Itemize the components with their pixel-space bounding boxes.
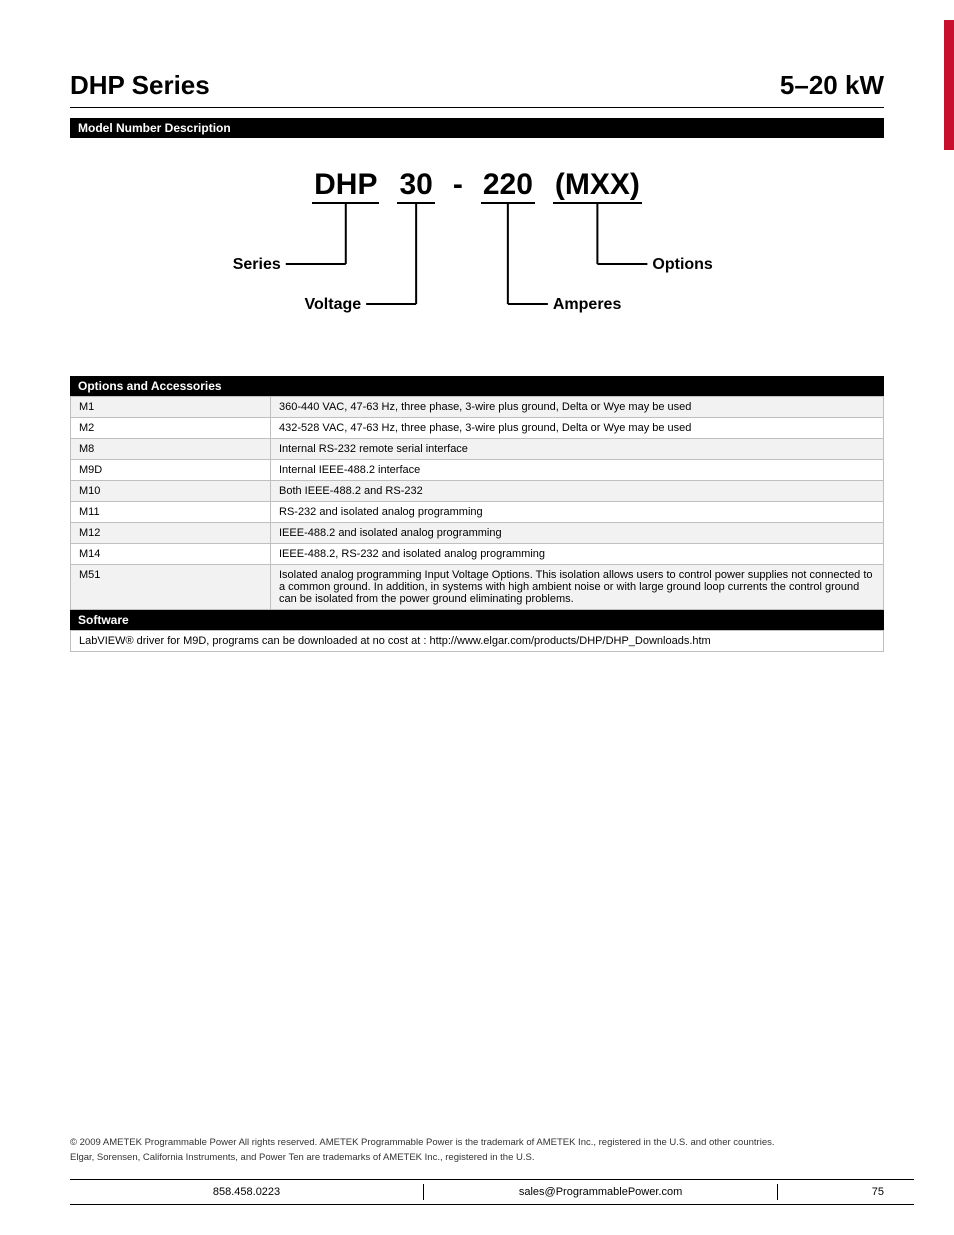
software-table: LabVIEW® driver for M9D, programs can be… [70,630,884,652]
table-row: M14IEEE-488.2, RS-232 and isolated analo… [71,544,884,565]
model-part-dash: - [453,168,463,202]
option-desc: 432-528 VAC, 47-63 Hz, three phase, 3-wi… [271,418,884,439]
option-desc: RS-232 and isolated analog programming [271,502,884,523]
option-desc: Internal RS-232 remote serial interface [271,439,884,460]
footer-phone: 858.458.0223 [70,1184,424,1200]
table-row: M8Internal RS-232 remote serial interfac… [71,439,884,460]
option-code: M9D [71,460,271,481]
diagram-connectors: Series Voltage Amperes Options [70,204,890,324]
table-row: M1360-440 VAC, 47-63 Hz, three phase, 3-… [71,397,884,418]
option-desc: IEEE-488.2 and isolated analog programmi… [271,523,884,544]
svg-text:Amperes: Amperes [553,296,622,313]
option-code: M14 [71,544,271,565]
svg-text:Options: Options [652,256,713,273]
option-desc: Both IEEE-488.2 and RS-232 [271,481,884,502]
option-code: M2 [71,418,271,439]
model-number-diagram: DHP 30 - 220 (MXX) Series Voltage Amperes O… [70,138,884,364]
option-desc: 360-440 VAC, 47-63 Hz, three phase, 3-wi… [271,397,884,418]
table-row: M51Isolated analog programming Input Vol… [71,565,884,610]
option-code: M8 [71,439,271,460]
kw-range: 5–20 kW [780,70,884,101]
series-title: DHP Series [70,70,210,101]
option-code: M11 [71,502,271,523]
option-code: M51 [71,565,271,610]
table-row: M10Both IEEE-488.2 and RS-232 [71,481,884,502]
model-part-amperes: 220 [481,168,535,204]
svg-text:Series: Series [233,256,281,273]
option-desc: IEEE-488.2, RS-232 and isolated analog p… [271,544,884,565]
model-part-options: (MXX) [553,168,642,204]
table-row: M2432-528 VAC, 47-63 Hz, three phase, 3-… [71,418,884,439]
page-header: DHP Series 5–20 kW [70,70,884,108]
option-code: M10 [71,481,271,502]
software-section-header: Software [70,610,884,630]
legal-line-2: Elgar, Sorensen, California Instruments,… [70,1150,884,1165]
software-text: LabVIEW® driver for M9D, programs can be… [71,631,884,652]
table-row: M11RS-232 and isolated analog programmin… [71,502,884,523]
model-section-header: Model Number Description [70,118,884,138]
svg-text:Voltage: Voltage [305,296,362,313]
page-accent-tab [944,20,954,150]
option-desc: Internal IEEE-488.2 interface [271,460,884,481]
footer-page-number: 75 [778,1184,914,1200]
options-section-header: Options and Accessories [70,376,884,396]
model-part-voltage: 30 [397,168,434,204]
footer-email: sales@ProgrammablePower.com [424,1184,778,1200]
option-code: M1 [71,397,271,418]
legal-line-1: © 2009 AMETEK Programmable Power All rig… [70,1135,884,1150]
option-desc: Isolated analog programming Input Voltag… [271,565,884,610]
footer-bar: 858.458.0223 sales@ProgrammablePower.com… [70,1179,914,1205]
table-row: M12IEEE-488.2 and isolated analog progra… [71,523,884,544]
table-row: M9DInternal IEEE-488.2 interface [71,460,884,481]
footer-legal: © 2009 AMETEK Programmable Power All rig… [70,1135,884,1165]
option-code: M12 [71,523,271,544]
options-table: M1360-440 VAC, 47-63 Hz, three phase, 3-… [70,396,884,610]
model-part-series: DHP [312,168,379,204]
